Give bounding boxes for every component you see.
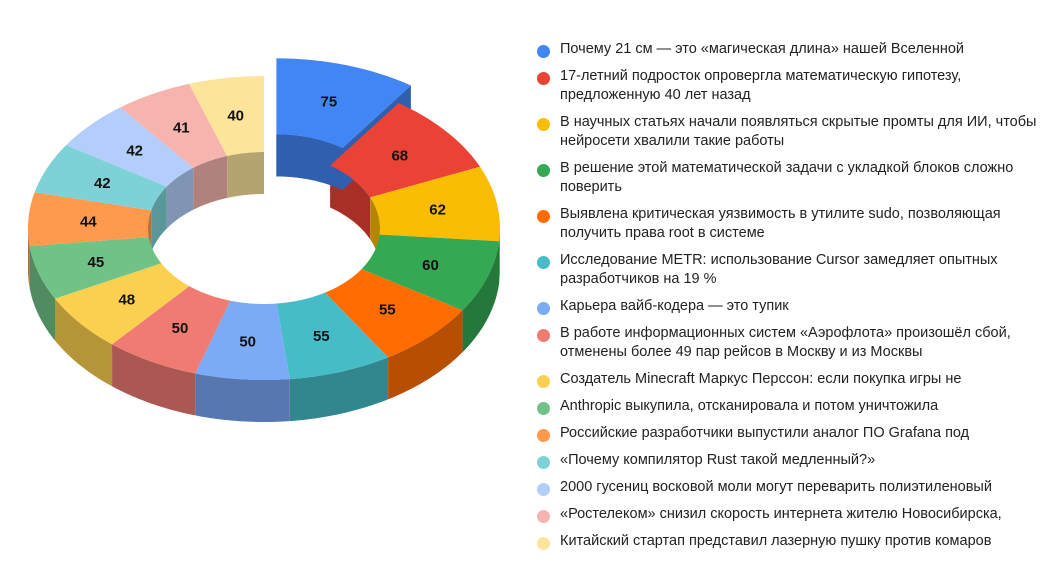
slice-outer-wall <box>289 357 389 422</box>
donut-slice[interactable] <box>325 269 463 358</box>
legend-label: 17-летний подросток опровергла математич… <box>560 68 962 103</box>
legend-color-dot-icon <box>537 302 550 315</box>
legend-label: Исследование METR: использование Cursor … <box>560 252 998 287</box>
legend-color-dot-icon <box>537 210 550 223</box>
legend-color-dot-icon <box>537 72 550 85</box>
slice-value-label: 50 <box>172 320 189 337</box>
legend-color-dot-icon <box>537 375 550 388</box>
slice-value-label: 40 <box>227 108 244 125</box>
donut-slice[interactable] <box>276 58 411 148</box>
slice-outer-wall <box>499 228 500 284</box>
legend-label: «Почему компилятор Rust такой медленный?… <box>560 452 876 468</box>
slice-outer-wall <box>195 373 290 422</box>
legend-item[interactable]: Выявлена критическая уязвимость в утилит… <box>537 205 1057 243</box>
slice-value-label: 55 <box>379 301 396 318</box>
slice-inner-wall <box>193 155 228 210</box>
legend-item[interactable]: Anthropic выкупила, отсканировала и пото… <box>537 397 1057 416</box>
legend-item[interactable]: В работе информационных систем «Аэрофлот… <box>537 324 1057 362</box>
legend-item[interactable]: Создатель Minecraft Маркус Перссон: если… <box>537 370 1057 389</box>
legend-item[interactable]: В научных статьях начали появляться скры… <box>537 113 1057 151</box>
legend-label: 2000 гусениц восковой моли могут перевар… <box>560 479 992 495</box>
donut-slice[interactable] <box>276 292 389 380</box>
legend-label: Российские разработчики выпустили аналог… <box>560 425 970 441</box>
legend-color-dot-icon <box>537 164 550 177</box>
chart-legend: Почему 21 см — это «магическая длина» на… <box>537 40 1057 559</box>
legend-label: В работе информационных систем «Аэрофлот… <box>560 325 1011 360</box>
donut-tops <box>28 58 500 380</box>
legend-label: В решение этой математической задачи с у… <box>560 160 1014 195</box>
donut-slice[interactable] <box>28 192 152 247</box>
legend-color-dot-icon <box>537 483 550 496</box>
legend-item[interactable]: 2000 гусениц восковой моли могут перевар… <box>537 478 1057 497</box>
legend-item[interactable]: Карьера вайб-кодера — это тупик <box>537 297 1057 316</box>
donut-sides <box>28 85 500 422</box>
legend-item[interactable]: В решение этой математической задачи с у… <box>537 159 1057 197</box>
legend-item[interactable]: 17-летний подросток опровергла математич… <box>537 67 1057 105</box>
legend-color-dot-icon <box>537 456 550 469</box>
slice-value-label: 41 <box>173 119 190 136</box>
donut-labels: 75 68 62 60 55 55 50 50 48 45 44 42 42 41 40 <box>80 94 446 351</box>
legend-item[interactable]: Почему 21 см — это «магическая длина» на… <box>537 40 1057 59</box>
slice-inner-wall <box>151 186 167 253</box>
slice-value-label: 42 <box>94 175 111 192</box>
slice-value-label: 68 <box>391 148 408 165</box>
slice-outer-wall <box>55 298 113 387</box>
slice-outer-wall <box>29 246 56 341</box>
legend-label: Почему 21 см — это «магическая длина» на… <box>560 41 965 57</box>
legend-label: «Ростелеком» снизил скорость интернета ж… <box>560 506 1002 522</box>
slice-outer-wall <box>112 344 196 416</box>
slice-value-label: 55 <box>313 328 330 345</box>
donut-slice[interactable] <box>188 76 264 156</box>
legend-color-dot-icon <box>537 256 550 269</box>
legend-label: Китайский стартап представил лазерную пу… <box>560 533 992 549</box>
slice-value-label: 75 <box>321 94 338 111</box>
legend-item[interactable]: Китайский стартап представил лазерную пу… <box>537 532 1057 551</box>
legend-label: Карьера вайб-кодера — это тупик <box>560 298 789 314</box>
donut-slice[interactable] <box>330 103 481 198</box>
legend-item[interactable]: «Ростелеком» снизил скорость интернета ж… <box>537 505 1057 524</box>
donut-chart: 75 68 62 60 55 55 50 50 48 45 44 42 42 41 40 <box>0 0 530 574</box>
legend-item[interactable]: Российские разработчики выпустили аналог… <box>537 424 1057 443</box>
slice-value-label: 44 <box>80 213 97 230</box>
donut-slice[interactable] <box>112 286 231 374</box>
legend-color-dot-icon <box>537 402 550 415</box>
legend-color-dot-icon <box>537 118 550 131</box>
legend-color-dot-icon <box>537 45 550 58</box>
legend-color-dot-icon <box>537 510 550 523</box>
donut-slice[interactable] <box>120 83 228 168</box>
donut-slice[interactable] <box>66 107 194 187</box>
donut-slice[interactable] <box>195 300 290 380</box>
donut-slice[interactable] <box>361 234 500 311</box>
slice-outer-wall <box>28 228 30 289</box>
slice-outer-wall <box>462 241 500 353</box>
legend-label: Создатель Minecraft Маркус Перссон: если… <box>560 371 962 387</box>
slice-value-label: 50 <box>239 334 256 351</box>
slice-value-label: 62 <box>429 201 446 218</box>
legend-label: Anthropic выкупила, отсканировала и пото… <box>560 398 939 414</box>
legend-color-dot-icon <box>537 329 550 342</box>
legend-item[interactable]: Исследование METR: использование Cursor … <box>537 251 1057 289</box>
donut-slice[interactable] <box>29 237 162 299</box>
slice-inner-wall <box>166 167 194 229</box>
donut-slice[interactable] <box>370 166 500 242</box>
slice-outer-wall <box>388 310 463 400</box>
slice-value-label: 48 <box>118 291 135 308</box>
legend-color-dot-icon <box>537 537 550 550</box>
donut-slice[interactable] <box>34 145 167 211</box>
donut-slice[interactable] <box>55 263 190 345</box>
donut-chart-svg: 75 68 62 60 55 55 50 50 48 45 44 42 42 41 40 <box>28 58 500 422</box>
slice-value-label: 45 <box>88 254 105 271</box>
legend-label: В научных статьях начали появляться скры… <box>560 114 1037 149</box>
legend-item[interactable]: «Почему компилятор Rust такой медленный?… <box>537 451 1057 470</box>
slice-value-label: 60 <box>422 257 439 274</box>
slice-value-label: 42 <box>126 143 143 160</box>
legend-label: Выявлена критическая уязвимость в утилит… <box>560 206 1001 241</box>
slice-inner-wall <box>227 152 264 198</box>
legend-color-dot-icon <box>537 429 550 442</box>
